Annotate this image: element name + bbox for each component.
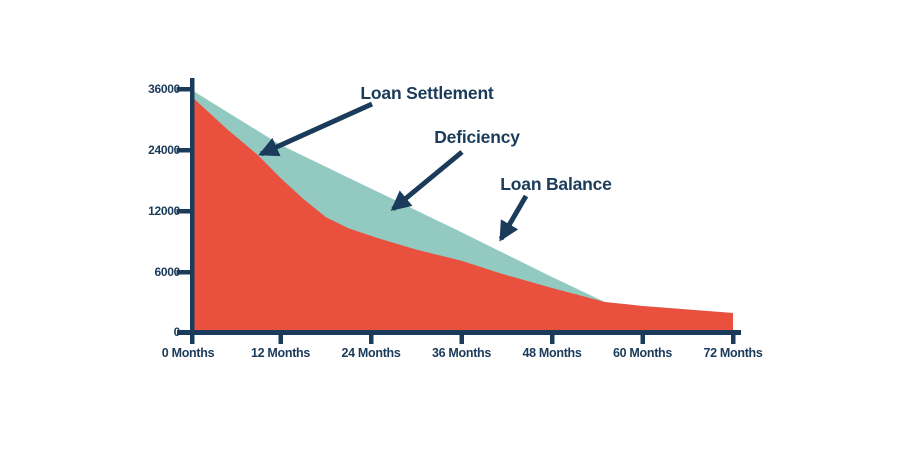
annotation-loan-balance: Loan Balance — [500, 174, 612, 194]
x-axis-label-48m: 48 Months — [522, 346, 582, 360]
x-axis-tick-36m — [459, 333, 464, 344]
x-axis-tick-48m — [550, 333, 555, 344]
y-axis-label-12000: 12000 — [148, 204, 180, 218]
y-axis-line — [190, 78, 195, 344]
y-axis-tick-12000 — [176, 209, 191, 214]
x-axis-tick-60m — [640, 333, 645, 344]
annotation-deficiency: Deficiency — [434, 127, 520, 147]
y-axis-tick-6000 — [176, 270, 191, 275]
annotation-loan-settlement: Loan Settlement — [360, 83, 494, 103]
x-axis-label-24m: 24 Months — [341, 346, 401, 360]
y-axis-tick-36000 — [176, 87, 191, 92]
y-axis-label-0: 0 — [173, 325, 181, 339]
x-axis-label-12m: 12 Months — [250, 346, 311, 360]
y-axis-label-36000: 36000 — [148, 82, 180, 96]
x-axis-label-0m: 0 Months — [161, 346, 215, 360]
deficiency-arrow — [390, 150, 464, 211]
x-axis-label-72m: 72 Months — [703, 346, 763, 360]
loan-settlement-arrow — [258, 101, 374, 157]
y-axis-label-6000: 6000 — [154, 265, 181, 279]
x-axis-tick-24m — [369, 333, 374, 344]
y-axis-label-24000: 24000 — [148, 143, 180, 157]
x-axis-tick-12m — [278, 333, 283, 344]
x-axis-label-60m: 60 Months — [612, 346, 673, 360]
x-axis-label-36m: 36 Months — [431, 346, 492, 360]
loan-balance-arrow — [498, 194, 529, 242]
loan-settlement-area — [190, 95, 733, 331]
y-axis-tick-24000 — [176, 148, 191, 153]
x-axis-line — [177, 330, 741, 335]
x-axis-tick-72m — [731, 333, 736, 344]
